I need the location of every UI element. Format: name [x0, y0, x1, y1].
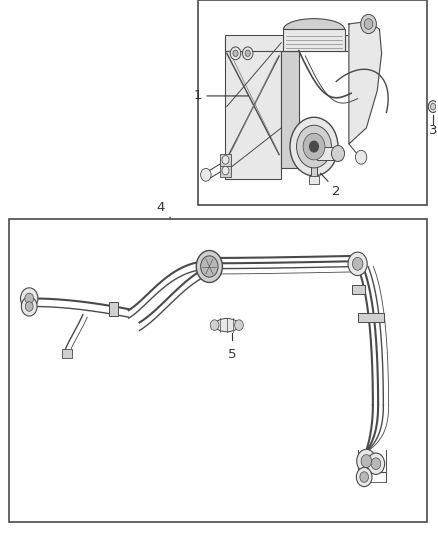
Circle shape: [356, 150, 367, 164]
Circle shape: [201, 256, 218, 277]
Text: 1: 1: [194, 90, 202, 102]
Circle shape: [230, 47, 241, 60]
FancyBboxPatch shape: [281, 51, 299, 168]
Bar: [225, 35, 368, 51]
Bar: [220, 164, 231, 177]
Circle shape: [303, 133, 325, 160]
Polygon shape: [349, 21, 381, 144]
Circle shape: [21, 288, 38, 309]
Bar: [109, 302, 118, 316]
Circle shape: [243, 47, 253, 60]
Circle shape: [222, 156, 229, 164]
Circle shape: [357, 449, 376, 473]
Circle shape: [21, 297, 37, 316]
Circle shape: [25, 302, 33, 311]
Circle shape: [245, 50, 251, 56]
Circle shape: [290, 117, 338, 176]
Bar: [318, 147, 342, 160]
Ellipse shape: [431, 103, 436, 110]
Circle shape: [360, 472, 368, 482]
Bar: [62, 349, 72, 358]
Text: 4: 4: [156, 201, 165, 214]
Circle shape: [310, 141, 318, 152]
Circle shape: [233, 50, 238, 56]
Bar: [9, 219, 427, 522]
Ellipse shape: [283, 19, 345, 40]
Circle shape: [348, 252, 367, 276]
Circle shape: [353, 257, 363, 270]
Circle shape: [297, 125, 332, 168]
Circle shape: [364, 19, 373, 29]
Circle shape: [201, 168, 211, 181]
Text: 3: 3: [429, 124, 437, 136]
Circle shape: [332, 146, 345, 161]
Bar: [353, 285, 364, 294]
Text: 2: 2: [332, 185, 341, 198]
Bar: [311, 165, 318, 179]
Bar: [198, 0, 427, 205]
Circle shape: [367, 453, 385, 474]
Circle shape: [371, 458, 381, 470]
Text: 5: 5: [228, 348, 236, 360]
Ellipse shape: [215, 318, 239, 332]
Ellipse shape: [428, 101, 438, 112]
Circle shape: [235, 320, 244, 330]
Circle shape: [222, 166, 229, 175]
Circle shape: [210, 320, 219, 330]
Bar: [309, 176, 319, 184]
FancyBboxPatch shape: [225, 40, 281, 179]
Circle shape: [361, 455, 371, 467]
Circle shape: [360, 14, 376, 34]
Bar: [283, 29, 345, 51]
Circle shape: [357, 467, 372, 487]
Bar: [357, 313, 384, 322]
Circle shape: [196, 251, 223, 282]
Bar: [220, 154, 231, 166]
Circle shape: [25, 293, 34, 304]
